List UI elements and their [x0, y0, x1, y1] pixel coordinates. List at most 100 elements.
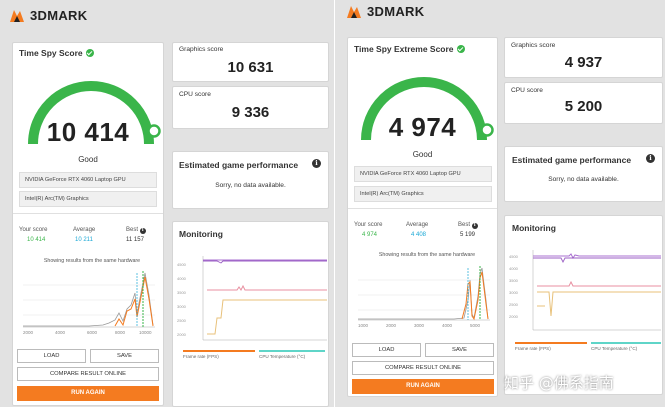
- game-performance-title: Estimated game performance: [179, 160, 299, 170]
- svg-text:2500: 2500: [177, 318, 187, 323]
- score-card: Time Spy Extreme Score 4 974 Good NVIDIA…: [347, 37, 498, 397]
- verified-check-icon: [456, 45, 465, 53]
- hardware-igpu: Intel(R) Arc(TM) Graphics: [19, 191, 157, 207]
- svg-text:4000: 4000: [177, 276, 187, 281]
- score-rating: Good: [78, 155, 98, 164]
- svg-text:3500: 3500: [509, 278, 519, 283]
- game-performance-card: Estimated game performance i Sorry, no d…: [504, 146, 663, 202]
- average-label: Average: [406, 222, 429, 228]
- svg-text:4500: 4500: [509, 254, 519, 259]
- graphics-score-card: Graphics score 10 631: [172, 42, 329, 82]
- best-label: Best i: [458, 222, 478, 229]
- cpu-score-card: CPU score 5 200: [504, 82, 663, 124]
- svg-text:2000: 2000: [23, 330, 34, 335]
- svg-text:1000: 1000: [358, 323, 369, 328]
- graphics-score-label: Graphics score: [511, 42, 556, 49]
- legend-fps: Frame rate (FPS): [183, 354, 219, 359]
- total-score: 10 414: [46, 117, 130, 147]
- best-label: Best i: [126, 227, 146, 234]
- monitoring-title: Monitoring: [179, 229, 223, 239]
- best-info-icon[interactable]: i: [471, 223, 478, 229]
- svg-text:3500: 3500: [177, 290, 187, 295]
- svg-text:2000: 2000: [386, 323, 397, 328]
- gauge-knob: [480, 123, 494, 137]
- 3dmark-flame-icon: [10, 9, 24, 22]
- svg-text:3000: 3000: [509, 290, 519, 295]
- game-performance-text: Sorry, no data available.: [548, 176, 619, 183]
- average-value: 4 408: [411, 232, 427, 238]
- score-histogram: 1000 2000 3000 4000 5000: [358, 266, 490, 328]
- legend-cpu-temp: CPU Temperature (°C): [259, 354, 306, 359]
- total-score: 4 974: [388, 112, 457, 142]
- monitoring-card: Monitoring 4500 4000 3500 3000 2500 2000 Fram…: [172, 221, 329, 407]
- 3dmark-flame-icon: [347, 5, 361, 18]
- game-performance-info-icon[interactable]: i: [646, 154, 655, 163]
- cpu-score-value: 9 336: [231, 104, 270, 121]
- hardware-igpu: Intel(R) Arc(TM) Graphics: [354, 186, 492, 202]
- svg-text:4000: 4000: [442, 323, 453, 328]
- game-performance-card: Estimated game performance i Sorry, no d…: [172, 151, 329, 209]
- svg-text:4000: 4000: [509, 266, 519, 271]
- monitoring-chart: 4500 4000 3500 3000 2500 2000: [177, 256, 327, 341]
- compare-online-button[interactable]: COMPARE RESULT ONLINE: [17, 367, 159, 381]
- graphics-score-card: Graphics score 4 937: [504, 37, 663, 78]
- score-title: Time Spy Extreme Score: [354, 44, 465, 54]
- left-result-panel: 3DMARK Time Spy Score 10 414 Good NVIDIA…: [0, 0, 334, 407]
- logo-3dmark: 3DMARK: [345, 4, 424, 19]
- cpu-score-card: CPU score 9 336: [172, 86, 329, 129]
- best-value: 5 199: [460, 232, 476, 238]
- load-button[interactable]: LOAD: [17, 349, 86, 363]
- best-value: 11 157: [126, 237, 144, 243]
- legend-bar-fps: [515, 342, 587, 344]
- score-gauge: [361, 77, 494, 141]
- score-rating: Good: [412, 150, 433, 159]
- your-score-value: 10 414: [27, 237, 46, 243]
- svg-text:3000: 3000: [177, 304, 187, 309]
- legend-bar-fps: [183, 350, 255, 352]
- right-result-panel: 3DMARK Time Spy Extreme Score 4 974 Good…: [335, 0, 665, 407]
- your-score-label: Your score: [354, 222, 383, 228]
- cpu-score-label: CPU score: [511, 87, 543, 94]
- svg-text:2000: 2000: [177, 332, 187, 337]
- your-score-label: Your score: [19, 227, 48, 233]
- your-score-value: 4 974: [362, 232, 378, 238]
- cpu-score-label: CPU score: [179, 91, 211, 98]
- svg-text:4500: 4500: [177, 262, 187, 267]
- histogram-caption: Showing results from the same hardware: [378, 252, 476, 258]
- svg-text:5000: 5000: [470, 323, 481, 328]
- verified-check-icon: [85, 49, 94, 57]
- legend-bar-cpu-temp: [591, 342, 661, 344]
- svg-text:2000: 2000: [509, 314, 519, 319]
- legend-cpu-temp: CPU Temperature (°C): [591, 346, 638, 351]
- svg-text:6000: 6000: [87, 330, 98, 335]
- svg-text:4000: 4000: [55, 330, 66, 335]
- save-button[interactable]: SAVE: [90, 349, 159, 363]
- load-button[interactable]: LOAD: [352, 343, 421, 357]
- logo-3dmark: 3DMARK: [8, 8, 87, 23]
- run-again-button[interactable]: RUN AGAIN: [17, 386, 159, 401]
- compare-online-button[interactable]: COMPARE RESULT ONLINE: [352, 361, 494, 375]
- histogram-caption: Showing results from the same hardware: [43, 258, 141, 264]
- score-histogram: 2000 4000 6000 8000 10000: [23, 271, 155, 335]
- legend-fps: Frame rate (FPS): [515, 346, 551, 351]
- legend-bar-cpu-temp: [259, 350, 325, 352]
- cpu-score-value: 5 200: [564, 98, 603, 115]
- svg-text:3000: 3000: [414, 323, 425, 328]
- average-value: 10 211: [75, 237, 93, 243]
- score-gauge: [28, 81, 161, 145]
- monitoring-title: Monitoring: [512, 223, 556, 233]
- game-performance-info-icon[interactable]: i: [312, 159, 321, 168]
- graphics-score-value: 10 631: [227, 59, 274, 76]
- save-button[interactable]: SAVE: [425, 343, 494, 357]
- best-info-icon[interactable]: i: [139, 228, 146, 234]
- hardware-gpu: NVIDIA GeForce RTX 4060 Laptop GPU: [354, 166, 492, 182]
- watermark: 知乎 @佛系指南: [504, 374, 614, 392]
- hardware-gpu: NVIDIA GeForce RTX 4060 Laptop GPU: [19, 172, 157, 188]
- logo-text: 3DMARK: [30, 8, 88, 23]
- svg-text:8000: 8000: [115, 330, 126, 335]
- logo-text: 3DMARK: [367, 4, 425, 19]
- run-again-button[interactable]: RUN AGAIN: [352, 379, 494, 394]
- graphics-score-label: Graphics score: [179, 46, 224, 53]
- gauge-knob: [147, 124, 161, 138]
- svg-text:2500: 2500: [509, 302, 519, 307]
